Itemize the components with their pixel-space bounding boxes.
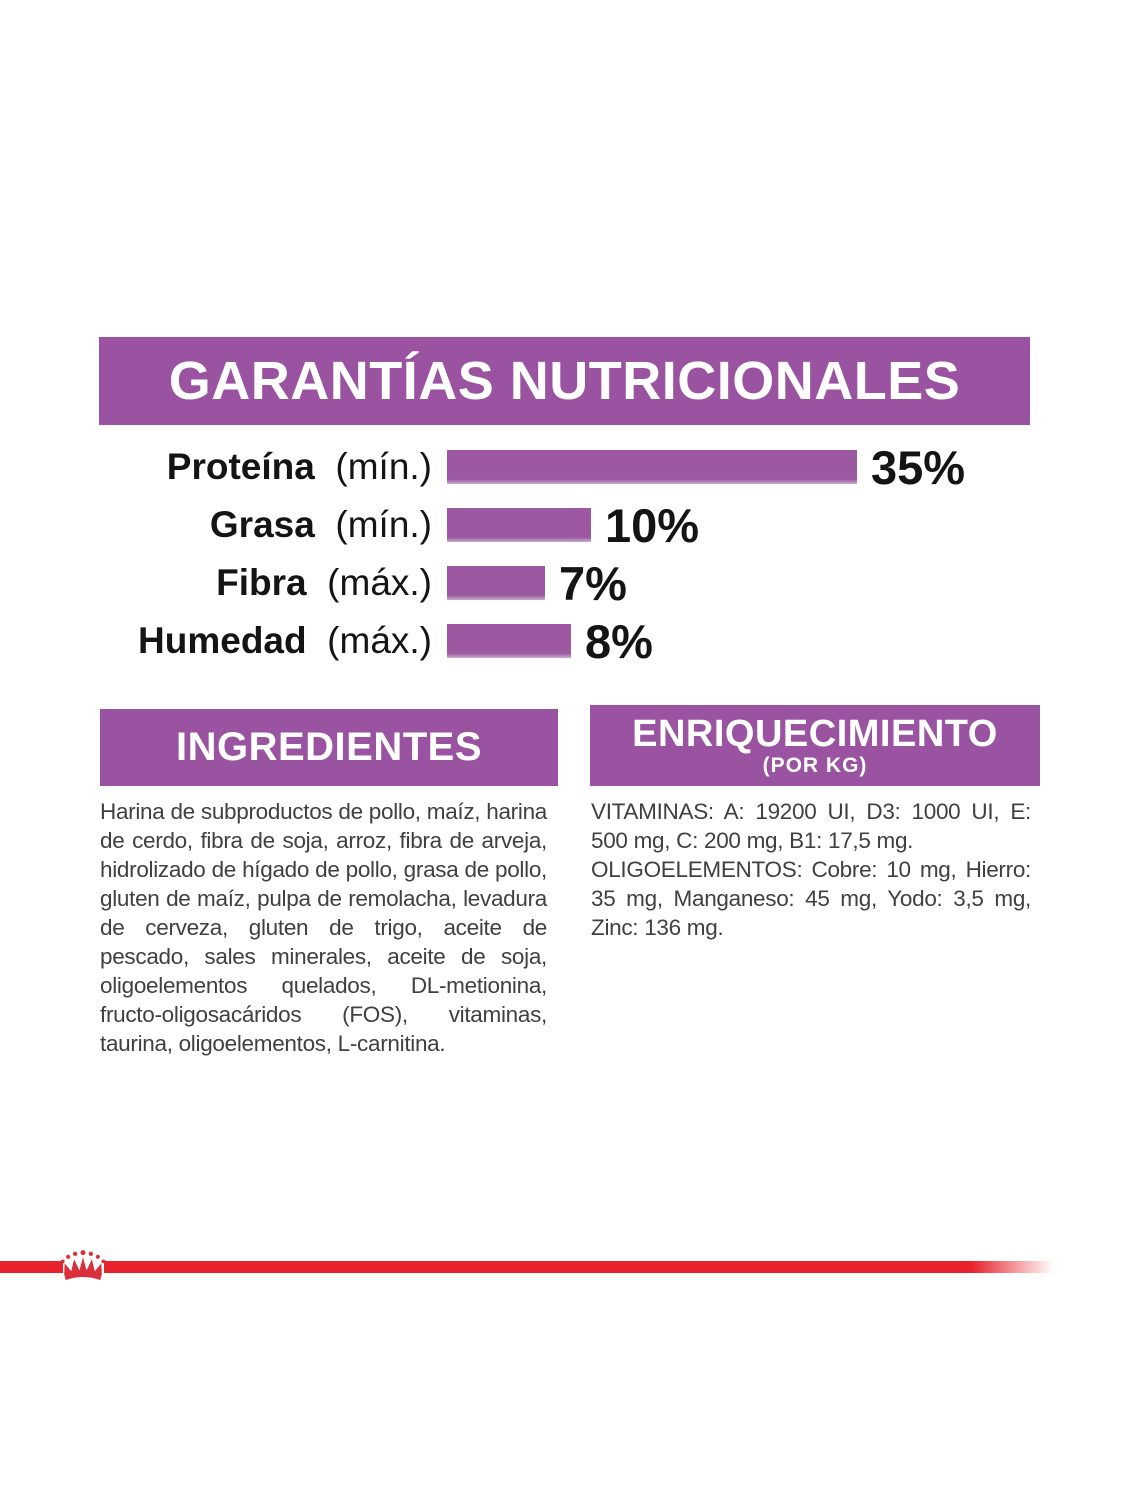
- nutrient-name: Humedad: [138, 620, 307, 661]
- nutritional-guarantees-banner: GARANTÍAS NUTRICIONALES: [99, 337, 1030, 425]
- ingredients-title: INGREDIENTES: [175, 725, 483, 769]
- bar-label-grasa: Grasa (mín.): [209, 504, 432, 545]
- footer-stripe-left: [0, 1261, 63, 1273]
- bar-label-fibra: Fibra (máx.): [216, 562, 432, 603]
- bar-value-fibra: 7%: [559, 556, 627, 610]
- bar-humedad: [447, 624, 571, 658]
- bar-label-humedad: Humedad (máx.): [138, 620, 432, 661]
- bar-fibra: [447, 566, 545, 600]
- oligoelements-text: OLIGOELEMENTOS: Cobre: 10 mg, Hierro: 35…: [591, 857, 1031, 940]
- bar-label-proteina: Proteína (mín.): [166, 446, 432, 487]
- enrichment-banner: ENRIQUECIMIENTO (POR KG): [590, 705, 1040, 786]
- nutrient-qualifier: [317, 562, 327, 603]
- chart-row-grasa: Grasa (mín.) 10%: [100, 499, 1060, 552]
- bar-grasa: [447, 508, 591, 542]
- footer-stripe-right: [104, 1261, 1125, 1273]
- ingredients-body: Harina de subproductos de pollo, maíz, h…: [100, 799, 547, 1056]
- bar-proteina: [447, 450, 857, 484]
- enrichment-title: ENRIQUECIMIENTO: [632, 713, 998, 755]
- nutritional-guarantees-title: GARANTÍAS NUTRICIONALES: [168, 351, 961, 411]
- royal-canin-crown-icon: [60, 1249, 106, 1283]
- vitamins-text: VITAMINAS: A: 19200 UI, D3: 1000 UI, E: …: [591, 799, 1031, 853]
- nutrient-qualifier: [325, 446, 335, 487]
- bar-value-humedad: 8%: [585, 614, 653, 668]
- chart-row-humedad: Humedad (máx.) 8%: [100, 615, 1060, 668]
- nutrient-name: Fibra: [216, 562, 307, 603]
- chart-row-fibra: Fibra (máx.) 7%: [100, 557, 1060, 610]
- nutrient-name: Grasa: [209, 504, 315, 545]
- bar-value-grasa: 10%: [605, 498, 700, 552]
- nutrient-qualifier: [317, 620, 327, 661]
- chart-row-proteina: Proteína (mín.) 35%: [100, 441, 1060, 494]
- nutrient-qualifier: [325, 504, 335, 545]
- bar-value-proteina: 35%: [871, 440, 966, 494]
- nutrient-name: Proteína: [166, 446, 315, 487]
- enrichment-subtitle: (POR KG): [762, 754, 868, 777]
- enrichment-body: VITAMINAS: A: 19200 UI, D3: 1000 UI, E: …: [591, 797, 1031, 942]
- ingredients-banner: INGREDIENTES: [100, 709, 558, 786]
